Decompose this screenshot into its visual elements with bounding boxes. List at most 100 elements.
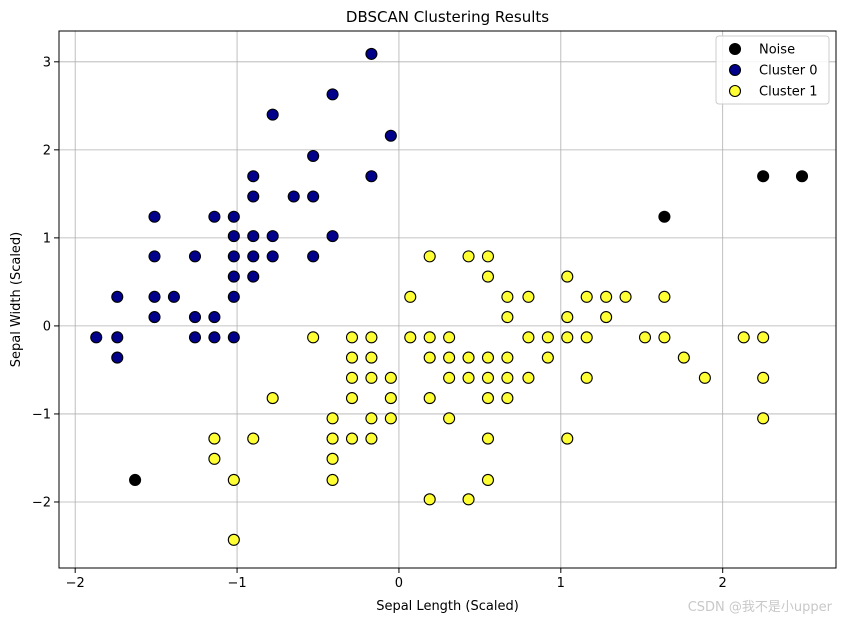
cluster-0-point <box>326 230 339 243</box>
cluster-1-point <box>266 392 279 405</box>
cluster-1-point <box>365 412 378 425</box>
cluster-1-point <box>638 331 652 344</box>
cluster-1-point <box>345 392 359 405</box>
cluster-1-point <box>600 311 613 324</box>
cluster-1-point <box>443 331 456 344</box>
cluster-0-point <box>188 331 202 344</box>
cluster-1-point <box>561 331 574 344</box>
cluster-0-point <box>307 149 320 163</box>
cluster-1-point <box>481 473 495 487</box>
x-axis-label: Sepal Length (Scaled) <box>376 599 519 614</box>
cluster-0-point <box>227 331 240 344</box>
cluster-1-point <box>757 331 770 344</box>
cluster-1-point <box>345 371 359 384</box>
cluster-1-point <box>307 331 320 344</box>
cluster-1-point <box>757 371 770 384</box>
cluster-1-point <box>365 371 378 384</box>
noise-point <box>795 170 809 183</box>
cluster-0-point <box>227 270 240 283</box>
cluster-1-point <box>404 290 417 303</box>
cluster-1-point <box>658 290 671 303</box>
watermark-text: CSDN @我不是小upper <box>688 600 833 615</box>
cluster-0-point <box>227 250 240 263</box>
cluster-0-point <box>247 190 260 203</box>
cluster-1-point <box>365 351 378 364</box>
cluster-0-point <box>208 311 221 324</box>
cluster-1-point <box>698 371 711 384</box>
cluster-1-point <box>423 351 436 364</box>
cluster-0-point <box>266 230 279 243</box>
cluster-1-point <box>501 371 514 384</box>
cluster-1-point <box>404 331 417 344</box>
cluster-1-point <box>365 331 378 344</box>
cluster-1-point <box>423 493 436 506</box>
grid <box>59 31 836 568</box>
cluster-0-point <box>227 290 240 303</box>
y-tick-label: 0 <box>43 319 51 334</box>
y-tick-label: 1 <box>43 231 51 246</box>
cluster-1-point <box>462 371 475 384</box>
cluster-1-point <box>522 371 535 384</box>
cluster-1-point <box>541 351 554 364</box>
cluster-0-point <box>167 290 180 303</box>
cluster-0-point <box>227 230 240 243</box>
noise-point <box>658 210 671 223</box>
y-tick-label: −2 <box>32 495 51 510</box>
cluster-1-point <box>481 250 495 263</box>
cluster-1-point <box>481 351 495 364</box>
cluster-1-point <box>326 473 339 487</box>
cluster-0-point <box>326 88 339 101</box>
cluster-1-point <box>501 311 514 324</box>
cluster-1-point <box>345 351 359 364</box>
noise-series <box>129 170 809 487</box>
cluster-0-legend-label: Cluster 0 <box>759 64 818 79</box>
cluster-1-point <box>227 473 240 487</box>
cluster-1-point <box>345 331 359 344</box>
cluster-1-legend-label: Cluster 1 <box>759 85 818 100</box>
y-tick-label: 3 <box>43 55 51 70</box>
cluster-1-point <box>423 250 436 263</box>
cluster-1-point <box>462 493 475 506</box>
cluster-0-point <box>266 108 279 121</box>
cluster-1-point <box>580 290 593 303</box>
y-axis-label: Sepal Width (Scaled) <box>9 232 24 367</box>
cluster-0-point <box>247 270 260 283</box>
x-tick-label: −1 <box>227 576 246 591</box>
cluster-1-point <box>345 432 359 445</box>
x-tick-label: 2 <box>719 576 727 591</box>
cluster-1-point <box>658 331 671 344</box>
cluster-0-point <box>111 351 124 364</box>
cluster-1-point <box>443 371 456 384</box>
cluster-0-point <box>247 250 260 263</box>
cluster-0-point <box>148 250 161 263</box>
cluster-1-point <box>423 392 436 405</box>
cluster-1-point <box>619 290 632 303</box>
data-points <box>90 47 809 546</box>
y-tick-label: 2 <box>43 143 51 158</box>
plot-frame <box>58 30 837 569</box>
cluster-0-point <box>365 47 378 60</box>
cluster-0-point <box>111 331 124 344</box>
cluster-1-point <box>677 351 690 364</box>
x-tick-label: 0 <box>395 576 403 591</box>
cluster-1-point <box>481 432 495 445</box>
cluster-1-point <box>501 351 514 364</box>
axis-ticks: −2 −1 0 1 2 −2 −1 0 1 2 3 <box>32 55 727 591</box>
cluster-1-point <box>600 290 613 303</box>
cluster-0-legend-marker <box>728 63 742 77</box>
cluster-1-point <box>384 412 397 425</box>
cluster-1-point <box>326 452 339 465</box>
cluster-0-point <box>188 311 202 324</box>
cluster-0-point <box>148 290 161 303</box>
cluster-1-point <box>208 452 221 465</box>
noise-point <box>757 170 770 183</box>
cluster-0-point <box>307 190 320 203</box>
cluster-1-point <box>561 270 574 283</box>
cluster-1-point <box>541 331 554 344</box>
noise-point <box>129 473 142 487</box>
cluster-0-point <box>365 170 378 183</box>
cluster-1-point <box>462 351 475 364</box>
cluster-0-point <box>208 331 221 344</box>
noise-legend-label: Noise <box>759 43 795 58</box>
